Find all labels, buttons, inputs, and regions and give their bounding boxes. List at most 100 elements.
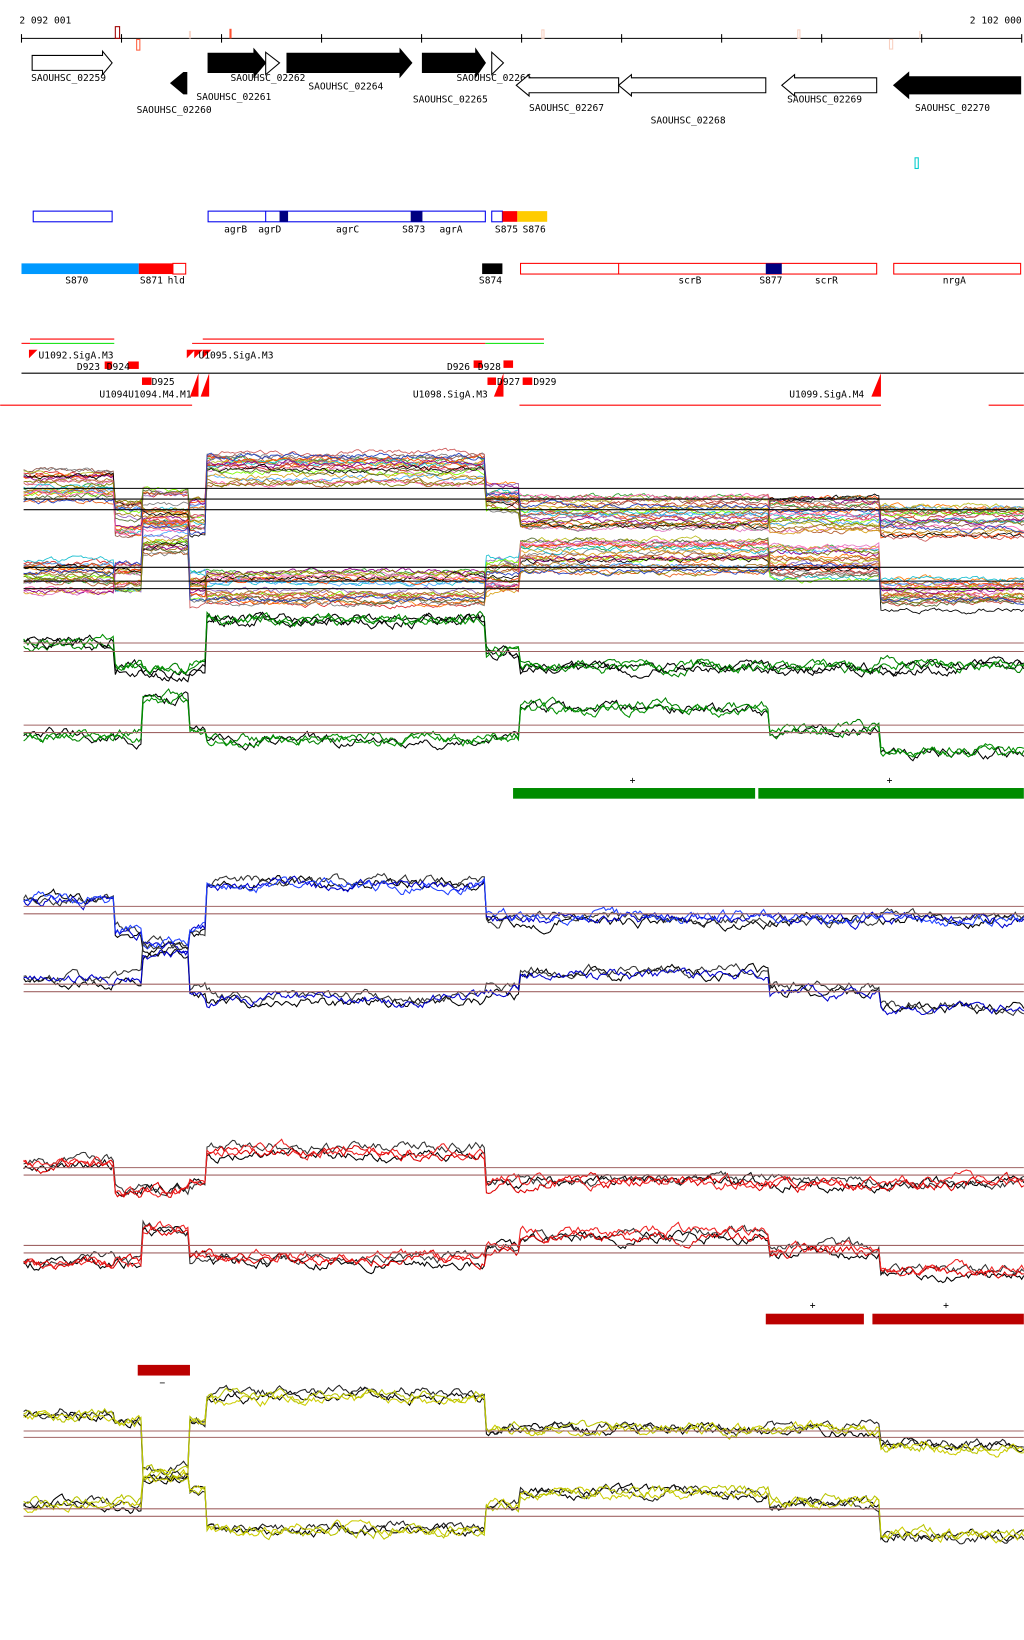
signal-series-line: [23, 478, 1024, 536]
tss-marker[interactable]: [871, 373, 881, 397]
tss-marker[interactable]: [493, 373, 504, 397]
signal-series-line: [23, 872, 1024, 949]
tss-marker[interactable]: [473, 360, 483, 368]
feature-s875[interactable]: [502, 211, 518, 222]
marker: [188, 30, 192, 39]
gene-02267[interactable]: [515, 73, 620, 98]
gene-02260[interactable]: [169, 71, 188, 95]
signal-series-line: [23, 612, 1024, 676]
signal-series-line: [23, 692, 1024, 758]
tss-marker[interactable]: [128, 361, 139, 369]
feature-s874[interactable]: [482, 263, 503, 275]
feature-label: S873: [402, 224, 425, 235]
gene-label: SAOUHSC_02261: [196, 92, 271, 103]
feature-label: nrgA: [943, 276, 966, 287]
marker: [914, 157, 919, 170]
tss-marker[interactable]: [189, 373, 210, 397]
panel-expression-multi-minus: [23, 516, 1024, 615]
green-segment-bar[interactable]: [758, 788, 1024, 799]
signal-series-line: [23, 1226, 1024, 1284]
gene-label: SAOUHSC_02268: [651, 116, 726, 127]
feature-scr[interactable]: [519, 262, 878, 275]
signal-series-line: [23, 949, 1024, 1016]
marker: [229, 28, 232, 39]
signal-series-line: [23, 459, 1024, 529]
tss-marker[interactable]: [522, 377, 533, 385]
signal-series-line: [23, 522, 1024, 592]
feature-hld[interactable]: [172, 262, 187, 275]
feature-box[interactable]: [491, 210, 503, 223]
feature-box[interactable]: [32, 210, 113, 223]
panel-yellow-plus: [23, 1384, 1024, 1485]
tss-track: U1092.SigA.M3 D923 D924 D925 U1094U1094.…: [0, 338, 1024, 406]
feature-label: scrR: [815, 276, 838, 287]
signal-series-line: [23, 466, 1024, 530]
gene-label: SAOUHSC_02265: [413, 94, 488, 105]
tss-marker[interactable]: [487, 377, 497, 385]
tss-label: U1098.SigA.M3: [413, 390, 488, 401]
feature-label: S875: [495, 224, 518, 235]
strand-label: +: [887, 776, 893, 787]
feature-label: agrB: [224, 224, 247, 235]
gene-02261[interactable]: [207, 47, 267, 79]
gene-02264[interactable]: [286, 47, 413, 79]
gene-02259[interactable]: [31, 49, 113, 77]
tss-marker[interactable]: [141, 377, 152, 385]
feature-label: agrA: [439, 224, 462, 235]
feature-nrga[interactable]: [893, 262, 1022, 275]
tss-marker[interactable]: [104, 361, 113, 369]
tss-label: D925: [152, 377, 175, 388]
tss-marker[interactable]: [503, 360, 514, 368]
gene-label: SAOUHSC_02260: [137, 105, 212, 116]
signal-series-line: [23, 611, 1024, 679]
panel-expression-multi-plus: [23, 447, 1024, 542]
tss-marker[interactable]: [186, 349, 212, 374]
gene-02268[interactable]: [617, 73, 767, 98]
signal-series-line: [23, 475, 1024, 537]
gene-02269[interactable]: [780, 73, 878, 98]
tss-label: D926: [447, 362, 470, 373]
signal-series-line: [23, 527, 1024, 593]
feature-label: hld: [168, 276, 185, 287]
gene-02262[interactable]: [265, 51, 281, 76]
signal-series-line: [23, 479, 1024, 527]
axis-start-label: 2 092 001: [19, 15, 71, 26]
feature-label: S874: [479, 276, 502, 287]
tss-label: D929: [533, 377, 556, 388]
red-segment-bar[interactable]: [872, 1313, 1024, 1325]
tss-label: D927: [497, 377, 520, 388]
signal-series-line: [23, 545, 1024, 598]
signal-series-line: [23, 1388, 1024, 1484]
agr-operon-box[interactable]: [207, 210, 486, 223]
red-segment-bar[interactable]: [137, 1364, 190, 1376]
feature-label: agrC: [336, 224, 359, 235]
gene-02265[interactable]: [421, 47, 486, 79]
signal-series-line: [23, 1219, 1024, 1276]
segment-bars: + + + + −: [137, 776, 1024, 1389]
signal-series-line: [23, 542, 1024, 615]
gene-label: SAOUHSC_02270: [915, 103, 990, 114]
gene-02270[interactable]: [892, 71, 1022, 100]
green-segment-bar[interactable]: [513, 788, 756, 799]
red-segment-bar[interactable]: [765, 1313, 864, 1325]
feature-s877[interactable]: [765, 263, 782, 275]
feature-s870[interactable]: [21, 263, 139, 275]
signal-series-line: [23, 611, 1024, 683]
gene-02266[interactable]: [491, 51, 505, 76]
signal-series-line: [23, 948, 1024, 1015]
annotation-row-2: S870 S871 hld S874 scrB S877 scrR nrgA: [21, 262, 1022, 287]
feature-label: S870: [65, 276, 88, 287]
panel-green-plus: [23, 610, 1024, 683]
feature-fill[interactable]: [279, 211, 289, 222]
feature-label: S877: [759, 276, 782, 287]
tss-label: D924: [107, 362, 130, 373]
tss-marker[interactable]: [28, 349, 38, 374]
feature-s876[interactable]: [517, 211, 548, 222]
feature-fill[interactable]: [410, 211, 423, 222]
gene-label: SAOUHSC_02267: [529, 103, 604, 114]
signal-series-line: [23, 1138, 1024, 1198]
panel-blue-plus: [23, 872, 1024, 956]
tss-label: U1092.SigA.M3: [39, 350, 114, 361]
feature-s871[interactable]: [138, 263, 173, 275]
